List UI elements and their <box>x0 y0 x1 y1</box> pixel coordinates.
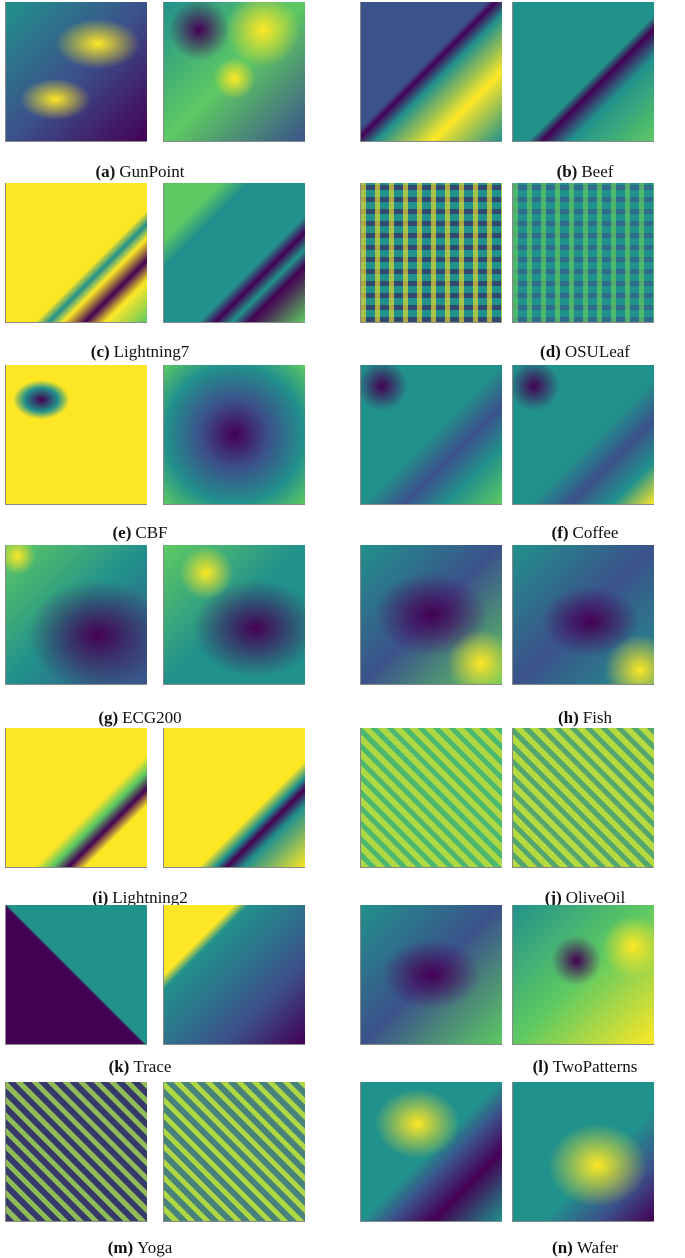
panel-caption: (b) Beef <box>435 162 685 182</box>
panel-label: (l) <box>532 1057 549 1076</box>
heatmap-image <box>163 545 305 685</box>
panel-label: (i) <box>92 888 109 907</box>
heatmap-image <box>5 183 147 323</box>
heatmap-image <box>5 905 147 1045</box>
heatmap-image <box>512 1082 654 1222</box>
heatmap-image <box>360 1082 502 1222</box>
heatmap-image <box>512 545 654 685</box>
panel-label: (m) <box>107 1238 134 1257</box>
panel-caption: (i) Lightning2 <box>0 888 290 908</box>
panel-label: (h) <box>557 708 579 727</box>
heatmap-image <box>5 728 147 868</box>
panel-label: (c) <box>90 342 110 361</box>
panel-label: (n) <box>552 1238 573 1257</box>
heatmap-image <box>512 183 654 323</box>
heatmap-image <box>360 2 502 142</box>
panel-name: Fish <box>582 708 613 727</box>
panel-name: Yoga <box>137 1238 173 1257</box>
heatmap-image <box>360 183 502 323</box>
heatmap-image <box>512 2 654 142</box>
panel-label: (k) <box>108 1057 130 1076</box>
panel-label: (f) <box>551 523 569 542</box>
panel-label: (b) <box>556 162 578 181</box>
heatmap-image <box>512 905 654 1045</box>
panel-name: TwoPatterns <box>552 1057 638 1076</box>
panel-caption: (k) Trace <box>0 1057 290 1077</box>
heatmap-image <box>360 365 502 505</box>
panel-name: CBF <box>135 523 168 542</box>
panel-name: Wafer <box>576 1238 618 1257</box>
heatmap-image <box>512 728 654 868</box>
panel-name: Beef <box>581 162 614 181</box>
heatmap-image <box>5 545 147 685</box>
panel-caption: (d) OSULeaf <box>435 342 685 362</box>
heatmap-image <box>163 365 305 505</box>
panel-label: (e) <box>112 523 132 542</box>
panel-name: Coffee <box>572 523 619 542</box>
heatmap-image <box>5 1082 147 1222</box>
panel-name: OSULeaf <box>564 342 630 361</box>
heatmap-image <box>360 545 502 685</box>
panel-label: (a) <box>95 162 116 181</box>
heatmap-image <box>512 365 654 505</box>
panel-caption: (m) Yoga <box>0 1238 290 1258</box>
panel-name: OliveOil <box>565 888 626 907</box>
panel-caption: (c) Lightning7 <box>0 342 290 362</box>
panel-caption: (h) Fish <box>435 708 685 728</box>
panel-name: ECG200 <box>122 708 182 727</box>
panel-name: Trace <box>133 1057 172 1076</box>
heatmap-image <box>360 905 502 1045</box>
panel-caption: (f) Coffee <box>435 523 685 543</box>
panel-label: (j) <box>544 888 562 907</box>
panel-name: Lightning2 <box>112 888 188 907</box>
heatmap-image <box>163 1082 305 1222</box>
heatmap-image <box>5 365 147 505</box>
panel-label: (d) <box>540 342 561 361</box>
panel-label: (g) <box>98 708 119 727</box>
panel-caption: (a) GunPoint <box>0 162 290 182</box>
heatmap-image <box>360 728 502 868</box>
panel-caption: (j) OliveOil <box>435 888 685 908</box>
heatmap-image <box>163 905 305 1045</box>
panel-caption: (l) TwoPatterns <box>435 1057 685 1077</box>
panel-caption: (g) ECG200 <box>0 708 290 728</box>
panel-caption: (n) Wafer <box>435 1238 685 1258</box>
panel-name: Lightning7 <box>113 342 190 361</box>
panel-caption: (e) CBF <box>0 523 290 543</box>
panel-name: GunPoint <box>119 162 185 181</box>
heatmap-image <box>163 728 305 868</box>
heatmap-image <box>163 183 305 323</box>
heatmap-image <box>163 2 305 142</box>
heatmap-image <box>5 2 147 142</box>
